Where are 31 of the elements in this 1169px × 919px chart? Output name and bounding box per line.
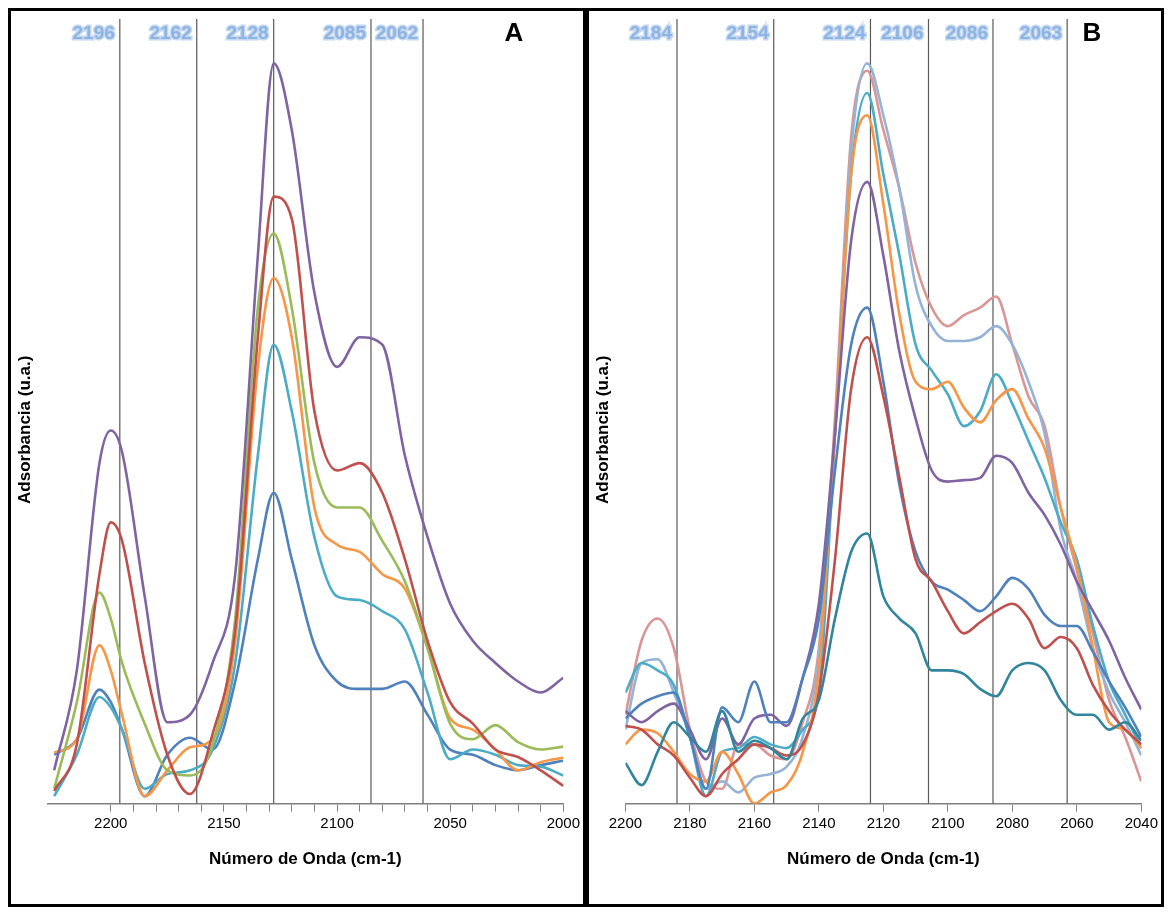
text: A [504, 17, 524, 48]
x-axis-title: Número de Onda (cm-1) [787, 849, 980, 869]
ref-line-label: 2086 [945, 22, 988, 44]
x-tick-label: 2200 [94, 813, 128, 831]
ref-line-label: 2196 [72, 22, 115, 44]
x-tick-label: 2100 [320, 813, 354, 831]
x-tick-label: 2140 [802, 813, 836, 831]
ref-line-label: 2062 [375, 22, 419, 44]
x-tick-label: 2200 [608, 813, 643, 831]
text: B [1082, 17, 1102, 48]
x-tick-label: 2060 [1060, 813, 1094, 831]
x-tick-label: 2150 [207, 813, 241, 831]
x-axis-title: Número de Onda (cm-1) [209, 849, 402, 869]
y-axis-title: Adsorbancia (u.a.) [14, 355, 34, 504]
ref-line-label: 2085 [323, 22, 367, 44]
x-tick-label: 2050 [433, 813, 467, 831]
x-tick-label: 2080 [995, 813, 1030, 831]
x-tick-label: 2160 [737, 813, 772, 831]
ref-line-label: 2162 [149, 22, 192, 44]
ref-line-label: 2063 [1019, 22, 1063, 44]
x-tick-label: 2100 [931, 813, 965, 831]
ref-line-label: 2106 [881, 22, 924, 44]
ref-line-label: 2184 [629, 22, 673, 44]
ref-line-label: 2124 [823, 22, 866, 44]
x-tick-label: 2120 [866, 813, 901, 831]
x-tick-label: 2180 [673, 813, 707, 831]
y-axis-title: Adsorbancia (u.a.) [592, 355, 612, 504]
ref-line-label: 2128 [226, 22, 269, 44]
x-tick-label: 2000 [546, 813, 580, 831]
ref-line-label: 2154 [726, 22, 770, 44]
x-tick-label: 2040 [1124, 813, 1158, 831]
